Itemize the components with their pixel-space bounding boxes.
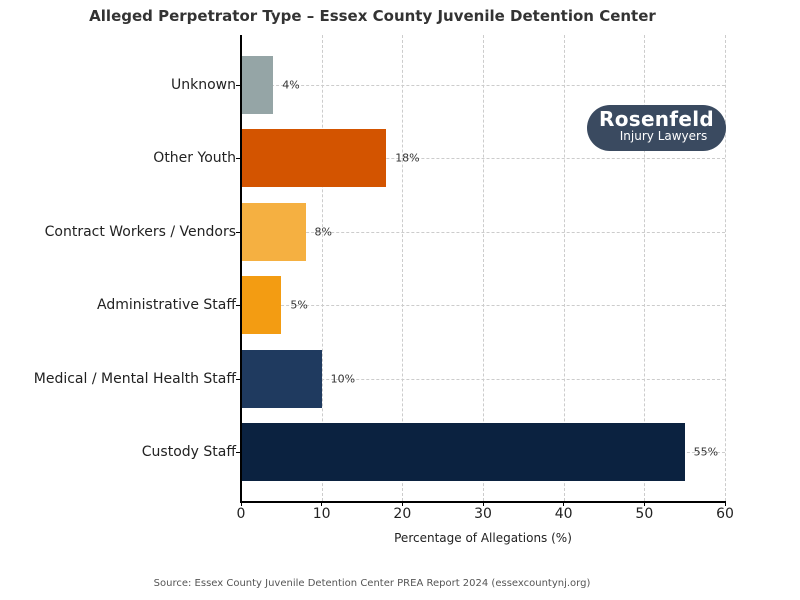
- grid-line-vertical: [725, 35, 726, 501]
- y-tick-label: Custody Staff: [141, 444, 236, 460]
- x-tick-label: 60: [716, 506, 734, 522]
- grid-line-vertical: [644, 35, 646, 501]
- bar-value-label: 18%: [395, 151, 420, 165]
- x-tick-mark: [643, 502, 645, 506]
- grid-line-horizontal: [241, 378, 725, 380]
- x-tick-label: 10: [312, 506, 331, 522]
- grid-line-vertical: [402, 35, 404, 501]
- y-tick-mark: [236, 231, 240, 233]
- logo-tagline: Injury Lawyers: [619, 129, 708, 143]
- x-tick-mark: [240, 502, 242, 506]
- bar[interactable]: [241, 349, 322, 408]
- grid-line-horizontal: [241, 305, 725, 307]
- x-tick-label: 50: [635, 506, 654, 522]
- bar-value-label: 5%: [290, 298, 308, 312]
- grid-line-vertical: [321, 35, 323, 501]
- rosenfeld-logo: Rosenfeld Injury Lawyers: [587, 105, 726, 151]
- x-tick-label: 0: [236, 506, 246, 522]
- y-tick-label: Administrative Staff: [97, 297, 236, 314]
- grid-line-vertical: [483, 35, 484, 501]
- source-note: Source: Essex County Juvenile Detention …: [153, 578, 591, 589]
- y-axis-line: [240, 35, 242, 502]
- plot-area: 4% 18% 8% 5% 10% 55%: [241, 35, 726, 501]
- y-tick-label: Contract Workers / Vendors: [44, 223, 236, 240]
- y-tick-label: Unknown: [171, 77, 236, 93]
- bar-value-label: 10%: [330, 372, 356, 386]
- bar[interactable]: [241, 202, 306, 261]
- x-tick-mark: [724, 502, 726, 506]
- logo-name: Rosenfeld: [599, 107, 714, 131]
- x-axis-label: Percentage of Allegations (%): [394, 531, 572, 545]
- y-tick-mark: [236, 378, 240, 380]
- grid-line-horizontal: [241, 231, 725, 233]
- bar[interactable]: [241, 129, 387, 188]
- x-tick-mark: [321, 502, 323, 506]
- x-tick-label: 30: [474, 506, 492, 522]
- grid-line-vertical: [563, 35, 565, 501]
- chart-title: Alleged Perpetrator Type – Essex County …: [89, 7, 656, 25]
- bar-value-label: 4%: [282, 78, 300, 92]
- bar-value-label: 55%: [693, 445, 719, 459]
- bar[interactable]: [241, 423, 685, 481]
- grid-line-horizontal: [241, 158, 725, 160]
- y-tick-mark: [236, 452, 240, 453]
- x-axis-line: [240, 501, 726, 503]
- y-tick-mark: [236, 85, 240, 86]
- x-tick-mark: [563, 502, 565, 506]
- grid-line-horizontal: [241, 85, 725, 86]
- x-tick-mark: [482, 502, 484, 506]
- x-tick-label: 40: [554, 506, 573, 522]
- bar[interactable]: [241, 56, 274, 114]
- y-tick-label: Medical / Mental Health Staff: [33, 370, 236, 387]
- x-tick-label: 20: [393, 506, 412, 522]
- bar-value-label: 8%: [314, 225, 332, 239]
- y-tick-mark: [236, 158, 240, 160]
- x-tick-mark: [401, 502, 403, 506]
- y-tick-mark: [236, 305, 240, 307]
- bar[interactable]: [241, 276, 282, 335]
- y-tick-label: Other Youth: [153, 150, 236, 167]
